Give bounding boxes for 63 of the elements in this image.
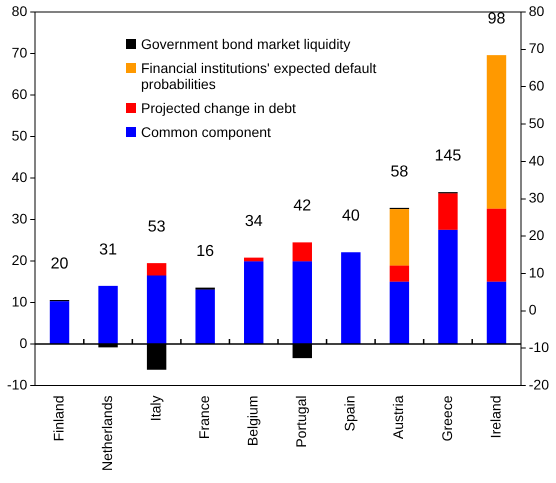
- y2-tick-label: -20: [528, 376, 550, 392]
- annotation: 53: [148, 218, 166, 236]
- y2-tick-label: 10: [528, 264, 545, 280]
- x-tick-label: Austria: [390, 395, 406, 440]
- x-tick-label: Portugal: [293, 396, 310, 448]
- y-tick-label: 70: [12, 44, 28, 60]
- bar: [292, 242, 312, 262]
- legend-label: Financial institutions' expected default probabilities: [141, 60, 378, 92]
- x-tick-label: Belgium: [244, 396, 261, 446]
- bar: [486, 55, 506, 209]
- bar: [146, 276, 166, 344]
- bar: [341, 252, 361, 344]
- x-tick-label: Finland: [50, 396, 66, 442]
- bar: [486, 282, 506, 344]
- bar: [146, 263, 166, 276]
- legend-label: Projected change in debt: [141, 100, 296, 116]
- bar: [390, 209, 410, 266]
- y2-tick-label: 50: [528, 114, 545, 131]
- x-tick-label: Ireland: [487, 396, 504, 438]
- y-tick-label: 40: [12, 168, 28, 185]
- annotation: 42: [293, 198, 312, 215]
- y-tick-label: 30: [12, 210, 28, 226]
- x-tick-label: Spain: [342, 396, 358, 432]
- y2-tick-label: 30: [528, 190, 545, 206]
- y2-tick-label: 80: [528, 2, 545, 19]
- bar: [438, 193, 458, 230]
- y-tick-label: 60: [12, 86, 28, 102]
- bar: [486, 208, 506, 282]
- x-tick-label: Italy: [147, 396, 164, 422]
- bar: [195, 290, 215, 344]
- annotation: 40: [342, 208, 360, 225]
- bar: [438, 230, 458, 344]
- annotation: 58: [390, 163, 408, 180]
- bar: [98, 286, 118, 344]
- x-tick-label: France: [196, 395, 212, 440]
- x-tick-label: Greece: [438, 395, 455, 442]
- bar: [292, 261, 312, 344]
- bar: [244, 258, 264, 262]
- legend-label: Common component: [141, 124, 271, 140]
- bar: [390, 282, 410, 344]
- y-tick-label: 80: [12, 2, 28, 19]
- y-tick-label: 0: [19, 334, 28, 351]
- y2-tick-label: 70: [528, 40, 545, 56]
- annotation: 98: [488, 10, 506, 28]
- annotation: 145: [434, 148, 462, 165]
- y2-tick-label: 60: [528, 78, 545, 94]
- y2-tick-label: -10: [528, 339, 550, 356]
- y2-tick-label: 20: [528, 226, 545, 243]
- annotation: 31: [99, 241, 118, 258]
- x-tick-label: Netherlands: [98, 396, 115, 472]
- annotation: 34: [244, 213, 263, 230]
- y-tick-label: 10: [12, 293, 28, 310]
- bar: [244, 261, 264, 344]
- y2-tick-label: 0: [528, 302, 537, 318]
- bar: [390, 266, 410, 282]
- y-tick-label: 20: [12, 252, 28, 268]
- legend-label: Government bond market liquidity: [141, 36, 350, 52]
- y-tick-label: -10: [7, 376, 28, 392]
- annotation: 20: [50, 255, 69, 272]
- bar: [50, 301, 70, 344]
- y2-tick-label: 40: [528, 152, 545, 168]
- annotation: 16: [196, 242, 214, 260]
- y-tick-label: 50: [12, 127, 28, 144]
